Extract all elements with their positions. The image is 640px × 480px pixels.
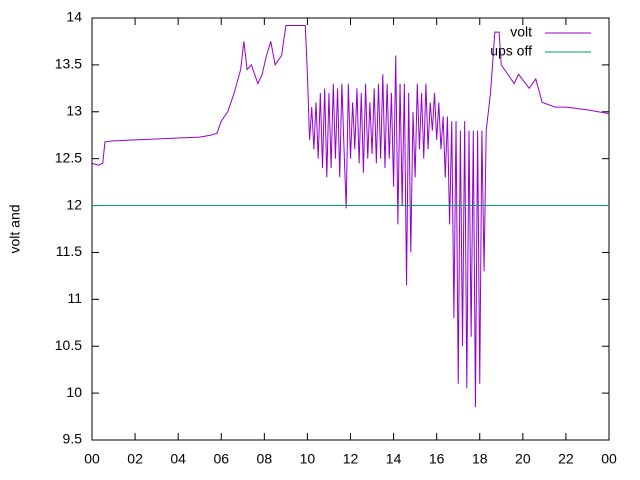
x-tick-label: 20 [515, 451, 531, 467]
x-tick-label: 22 [558, 451, 574, 467]
y-tick-label: 13 [66, 102, 82, 118]
y-tick-label: 9.5 [63, 431, 83, 447]
y-tick-label: 10.5 [55, 337, 82, 353]
x-tick-label: 08 [257, 451, 273, 467]
x-tick-label: 06 [213, 451, 229, 467]
y-tick-label: 12.5 [55, 149, 82, 165]
x-tick-label: 14 [386, 451, 402, 467]
x-tick-label: 10 [300, 451, 316, 467]
y-tick-label: 11.5 [56, 243, 82, 259]
series-line [91, 25, 610, 408]
y-tick-label: 12 [66, 196, 82, 212]
x-tick-label: 18 [472, 451, 488, 467]
y-tick-label: 13.5 [55, 56, 82, 72]
y-axis-label: volt and [7, 204, 23, 253]
y-tick-label: 10 [66, 384, 82, 400]
x-tick-label: 00 [601, 451, 617, 467]
x-tick-label: 16 [429, 451, 445, 467]
y-tick-label: 14 [66, 9, 82, 25]
y-tick-label: 11 [67, 290, 82, 306]
x-tick-label: 00 [84, 451, 100, 467]
x-tick-label: 04 [170, 451, 186, 467]
legend-label: volt [510, 24, 532, 40]
x-tick-label: 12 [343, 451, 359, 467]
legend-label: ups off [490, 43, 532, 59]
plot-frame [91, 17, 610, 441]
x-tick-label: 02 [127, 451, 143, 467]
